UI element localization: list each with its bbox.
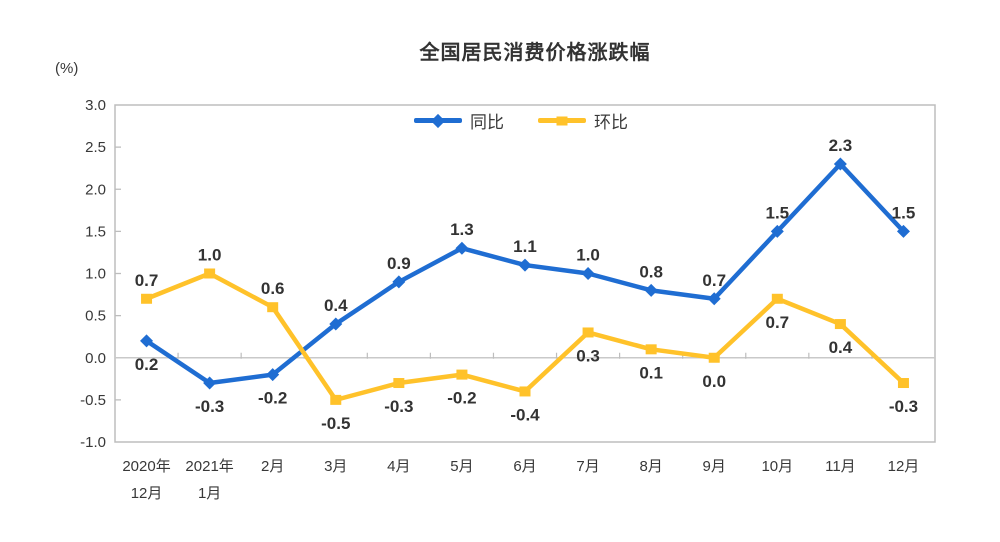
data-point-marker-mom: [330, 394, 342, 405]
x-axis-category-label: 9月: [703, 458, 726, 475]
y-axis-tick-label: 2.0: [85, 181, 106, 198]
data-point-label: -0.5: [321, 414, 350, 433]
x-axis-category-label: 6月: [513, 458, 536, 475]
data-point-label: 1.5: [765, 203, 789, 222]
data-point-marker-yoy: [581, 267, 595, 280]
data-point-marker-yoy: [518, 258, 532, 272]
data-point-label: -0.3: [889, 397, 918, 416]
data-point-marker-yoy: [392, 275, 406, 289]
data-point-marker-yoy: [707, 292, 721, 306]
y-axis-tick-label: -0.5: [80, 392, 106, 409]
data-point-label: 0.4: [829, 338, 853, 357]
data-point-marker-mom: [204, 268, 216, 279]
legend-label-mom: 环比: [594, 113, 628, 132]
y-axis-tick-label: 0.0: [85, 350, 106, 367]
data-point-label: -0.3: [195, 397, 224, 416]
data-point-label: 0.9: [387, 254, 411, 273]
legend-marker-mom-icon: [538, 116, 586, 125]
chart-title: 全国居民消费价格涨跌幅: [419, 42, 651, 64]
y-axis-tick-label: 2.5: [85, 139, 106, 156]
data-point-marker-mom: [519, 386, 531, 397]
data-point-marker-mom: [771, 293, 783, 304]
data-point-label: -0.4: [510, 405, 540, 424]
x-axis-category-label: 8月: [639, 458, 662, 475]
data-point-label: 1.0: [576, 246, 600, 265]
data-point-label: 2.3: [829, 136, 853, 155]
data-point-label: 0.6: [261, 279, 285, 298]
data-point-label: -0.2: [258, 389, 287, 408]
x-axis-category-label: 2月: [261, 458, 284, 475]
x-axis-category-label: 7月: [576, 458, 599, 475]
data-point-label: 0.0: [702, 372, 726, 391]
chart-legend: 同比 环比: [414, 108, 628, 133]
data-point-label: 0.4: [324, 296, 348, 315]
data-point-marker-yoy: [266, 368, 280, 382]
data-point-label: 0.8: [639, 262, 663, 281]
data-point-marker-mom: [456, 369, 468, 380]
series-line-yoy: [144, 161, 906, 386]
data-point-label: 0.2: [135, 355, 159, 374]
data-point-label: 1.3: [450, 220, 474, 239]
x-axis-category-label: 11月: [825, 458, 856, 475]
y-axis-tick-label: 0.5: [85, 308, 106, 325]
data-point-marker-yoy: [896, 224, 910, 238]
x-axis-category-label: 4月: [387, 458, 410, 475]
y-axis-unit-label: (%): [55, 60, 79, 77]
data-point-label: 1.0: [198, 246, 222, 265]
x-axis-category-label: 2021年 1月: [185, 458, 233, 502]
data-point-marker-mom: [708, 352, 720, 363]
x-axis-category-label: 2020年 12月: [122, 458, 170, 502]
data-point-label: 0.7: [765, 313, 789, 332]
y-axis-tick-label: -1.0: [80, 434, 106, 451]
data-point-marker-yoy: [455, 241, 469, 255]
x-axis-category-label: 5月: [450, 458, 473, 475]
data-point-label: -0.2: [447, 389, 476, 408]
data-point-marker-mom: [645, 344, 657, 355]
data-point-marker-yoy: [833, 157, 847, 171]
x-axis-category-label: 10月: [761, 458, 793, 475]
data-point-label: 0.7: [702, 271, 726, 290]
data-point-label: 0.7: [135, 271, 159, 290]
data-point-marker-yoy: [329, 317, 343, 331]
legend-item-yoy: 同比: [414, 108, 504, 133]
legend-marker-yoy-icon: [414, 113, 462, 128]
data-point-marker-mom: [834, 319, 846, 330]
legend-label-yoy: 同比: [470, 113, 504, 132]
data-point-marker-yoy: [770, 224, 784, 238]
legend-item-mom: 环比: [538, 108, 628, 133]
data-point-marker-mom: [897, 378, 909, 389]
data-point-label: 0.1: [639, 363, 663, 382]
x-axis-category-label: 3月: [324, 458, 347, 475]
y-axis-tick-label: 3.0: [85, 97, 106, 114]
data-point-marker-mom: [141, 293, 153, 304]
data-point-label: 0.3: [576, 346, 600, 365]
data-point-label: -0.3: [384, 397, 413, 416]
data-point-marker-mom: [582, 327, 594, 338]
x-axis-category-label: 12月: [888, 458, 920, 475]
data-point-marker-mom: [267, 302, 279, 313]
data-point-label: 1.1: [513, 237, 537, 256]
y-axis-tick-label: 1.5: [85, 223, 106, 240]
data-point-marker-yoy: [203, 376, 217, 390]
data-point-marker-yoy: [644, 283, 658, 297]
data-point-marker-yoy: [140, 334, 154, 348]
data-point-label: 1.5: [892, 203, 916, 222]
y-axis-tick-label: 1.0: [85, 266, 106, 283]
data-point-marker-mom: [393, 378, 405, 389]
